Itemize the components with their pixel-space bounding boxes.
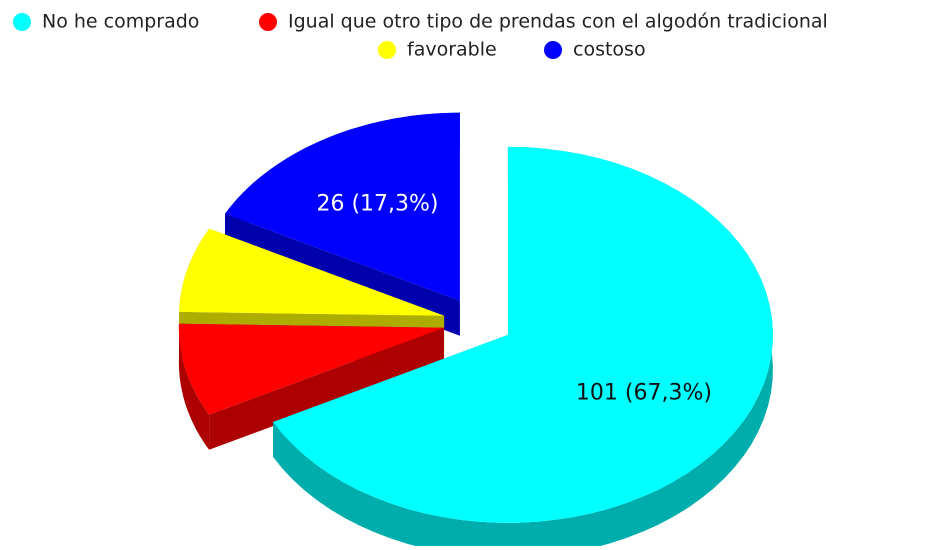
slice-side xyxy=(178,323,210,450)
slice xyxy=(273,146,773,523)
legend-swatch xyxy=(544,41,562,59)
slice xyxy=(178,323,444,415)
data-label: 26 (17,3%) xyxy=(316,191,438,216)
slice xyxy=(225,112,460,301)
legend-swatch xyxy=(13,13,31,31)
data-label: 101 (67,3%) xyxy=(576,380,712,405)
legend-swatch xyxy=(259,13,277,31)
legend-label: No he comprado xyxy=(42,11,199,33)
legend-label: favorable xyxy=(407,39,497,61)
legend-label: costoso xyxy=(573,39,646,61)
legend-label: Igual que otro tipo de prendas con el al… xyxy=(288,11,828,33)
slice xyxy=(179,228,445,316)
legend-swatch xyxy=(378,41,396,59)
